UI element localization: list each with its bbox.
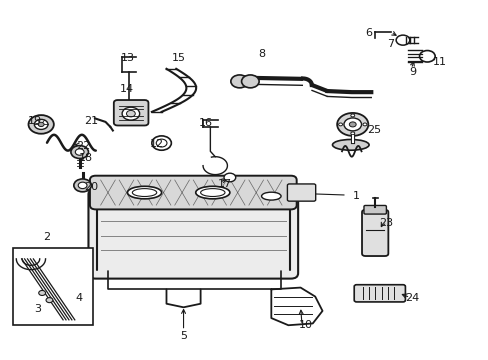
Circle shape: [28, 115, 54, 134]
Ellipse shape: [200, 189, 224, 197]
Circle shape: [338, 123, 342, 126]
Text: 6: 6: [365, 28, 371, 38]
FancyBboxPatch shape: [90, 176, 296, 210]
FancyBboxPatch shape: [361, 210, 387, 256]
Circle shape: [74, 179, 91, 192]
Text: 18: 18: [79, 153, 93, 163]
Text: 23: 23: [378, 218, 392, 228]
Circle shape: [343, 118, 361, 131]
Circle shape: [241, 75, 259, 88]
Text: 25: 25: [366, 125, 380, 135]
Circle shape: [230, 75, 248, 88]
Text: 19: 19: [28, 116, 42, 126]
Circle shape: [156, 139, 166, 147]
FancyBboxPatch shape: [114, 100, 148, 126]
Text: 9: 9: [408, 67, 415, 77]
Text: 2: 2: [43, 232, 50, 242]
Text: 8: 8: [258, 49, 264, 59]
Circle shape: [336, 113, 367, 136]
FancyBboxPatch shape: [88, 189, 298, 279]
Bar: [13, 248, 93, 325]
Text: 20: 20: [83, 182, 98, 192]
Circle shape: [38, 122, 44, 127]
Circle shape: [350, 114, 354, 117]
Ellipse shape: [132, 189, 157, 197]
Circle shape: [39, 291, 45, 296]
Circle shape: [122, 107, 140, 120]
Circle shape: [419, 50, 434, 62]
Circle shape: [362, 123, 366, 126]
Circle shape: [348, 122, 355, 127]
Text: 14: 14: [119, 84, 133, 94]
Text: 16: 16: [198, 118, 212, 128]
Text: 21: 21: [83, 116, 98, 126]
Circle shape: [34, 120, 48, 130]
Ellipse shape: [332, 139, 368, 150]
Ellipse shape: [261, 192, 281, 200]
FancyBboxPatch shape: [287, 184, 315, 201]
Text: 13: 13: [120, 53, 134, 63]
Circle shape: [395, 35, 409, 45]
FancyBboxPatch shape: [353, 285, 405, 302]
Text: 15: 15: [171, 53, 185, 63]
Circle shape: [46, 298, 53, 303]
Text: 1: 1: [352, 191, 360, 201]
Text: 3: 3: [34, 304, 41, 314]
Text: 24: 24: [405, 293, 419, 303]
Circle shape: [126, 111, 135, 117]
Circle shape: [71, 145, 88, 158]
Circle shape: [224, 173, 235, 182]
Text: 22: 22: [76, 141, 91, 151]
Ellipse shape: [127, 186, 161, 199]
Ellipse shape: [195, 186, 229, 199]
Circle shape: [152, 136, 171, 150]
Text: 11: 11: [432, 57, 446, 67]
Circle shape: [75, 149, 84, 155]
Text: 5: 5: [180, 331, 187, 341]
Text: 4: 4: [75, 293, 82, 303]
Text: 17: 17: [218, 179, 232, 189]
FancyBboxPatch shape: [363, 206, 386, 214]
Text: 7: 7: [386, 39, 393, 49]
Circle shape: [350, 132, 354, 135]
Text: 10: 10: [298, 320, 312, 330]
Circle shape: [78, 182, 87, 189]
Text: 12: 12: [149, 139, 163, 149]
